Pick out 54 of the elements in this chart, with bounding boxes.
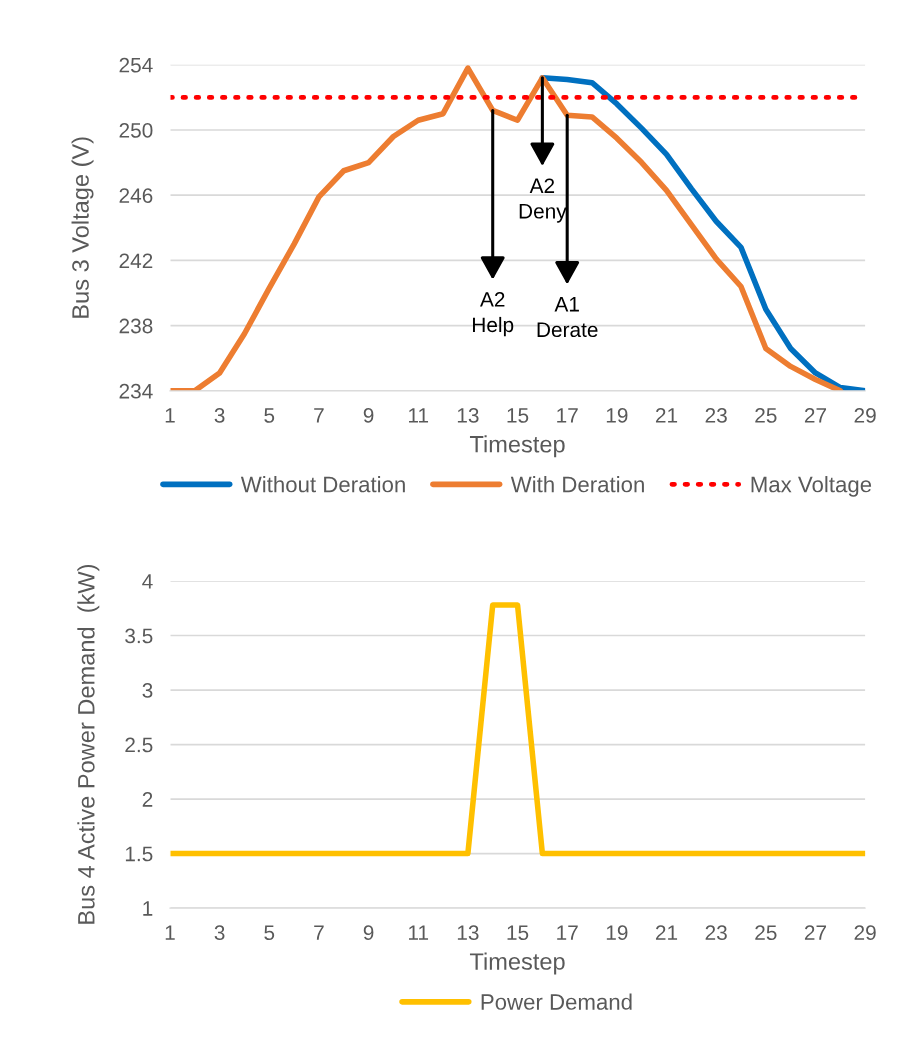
y-axis-title: Bus 3 Voltage (V) bbox=[71, 137, 94, 318]
x-tick-label: 15 bbox=[507, 408, 529, 423]
x-tick-label: 5 bbox=[264, 925, 275, 941]
y-tick-label: 2 bbox=[142, 792, 153, 807]
y-tick-label: 3.5 bbox=[125, 628, 153, 644]
y-tick-label: 238 bbox=[119, 318, 153, 334]
x-tick-label: 9 bbox=[363, 408, 374, 423]
y-tick-label: 242 bbox=[119, 253, 153, 268]
x-axis-title: Timestep bbox=[469, 952, 565, 975]
x-tick-label: 5 bbox=[264, 408, 275, 423]
x-tick-label: 11 bbox=[409, 408, 429, 423]
y-tick-label: 1 bbox=[143, 901, 153, 916]
x-axis-title: Timestep bbox=[469, 435, 565, 458]
x-tick-label: 3 bbox=[214, 925, 225, 941]
x-tick-label: 15 bbox=[507, 925, 529, 941]
legend-label: Power Demand bbox=[481, 993, 632, 1010]
y-tick-label: 246 bbox=[119, 188, 153, 203]
legend-label: With Deration bbox=[510, 476, 644, 493]
x-tick-label: 1 bbox=[165, 408, 175, 423]
x-tick-label: 19 bbox=[606, 408, 628, 423]
x-tick-label: 23 bbox=[705, 408, 727, 423]
x-tick-label: 25 bbox=[755, 925, 777, 941]
x-tick-label: 1 bbox=[165, 925, 175, 940]
x-tick-label: 27 bbox=[804, 925, 827, 940]
x-tick-label: 7 bbox=[314, 408, 324, 423]
x-tick-label: 29 bbox=[854, 408, 876, 423]
y-tick-label: 254 bbox=[119, 57, 153, 73]
y-tick-label: 4 bbox=[142, 574, 153, 589]
annotation: A2 Deny bbox=[519, 178, 567, 223]
x-tick-label: 13 bbox=[457, 925, 479, 941]
y-tick-label: 234 bbox=[119, 383, 153, 399]
y-tick-label: 3 bbox=[142, 683, 153, 698]
x-tick-label: 9 bbox=[363, 925, 374, 941]
y-tick-label: 2.5 bbox=[125, 737, 153, 753]
x-tick-label: 21 bbox=[655, 408, 678, 423]
y-tick-label: 250 bbox=[119, 123, 153, 138]
x-tick-label: 21 bbox=[655, 925, 678, 940]
x-tick-label: 23 bbox=[705, 925, 727, 941]
y-axis-title: Bus 4 Active Power Demand (kW) bbox=[77, 564, 100, 924]
x-tick-label: 3 bbox=[214, 408, 225, 423]
x-tick-label: 13 bbox=[457, 408, 479, 423]
legend-label: Max Voltage bbox=[751, 476, 872, 497]
y-tick-label: 1.5 bbox=[125, 846, 153, 862]
x-tick-label: 11 bbox=[409, 925, 429, 940]
x-tick-label: 19 bbox=[606, 925, 628, 941]
legend-label: Without Deration bbox=[240, 476, 405, 493]
x-tick-label: 25 bbox=[755, 408, 777, 423]
annotation: A2 Help bbox=[473, 291, 514, 337]
x-tick-label: 7 bbox=[314, 925, 324, 940]
x-tick-label: 29 bbox=[854, 925, 876, 941]
x-tick-label: 27 bbox=[804, 408, 827, 423]
x-tick-label: 17 bbox=[557, 408, 578, 423]
x-tick-label: 17 bbox=[557, 925, 578, 940]
annotation: A1 Derate bbox=[537, 297, 598, 338]
